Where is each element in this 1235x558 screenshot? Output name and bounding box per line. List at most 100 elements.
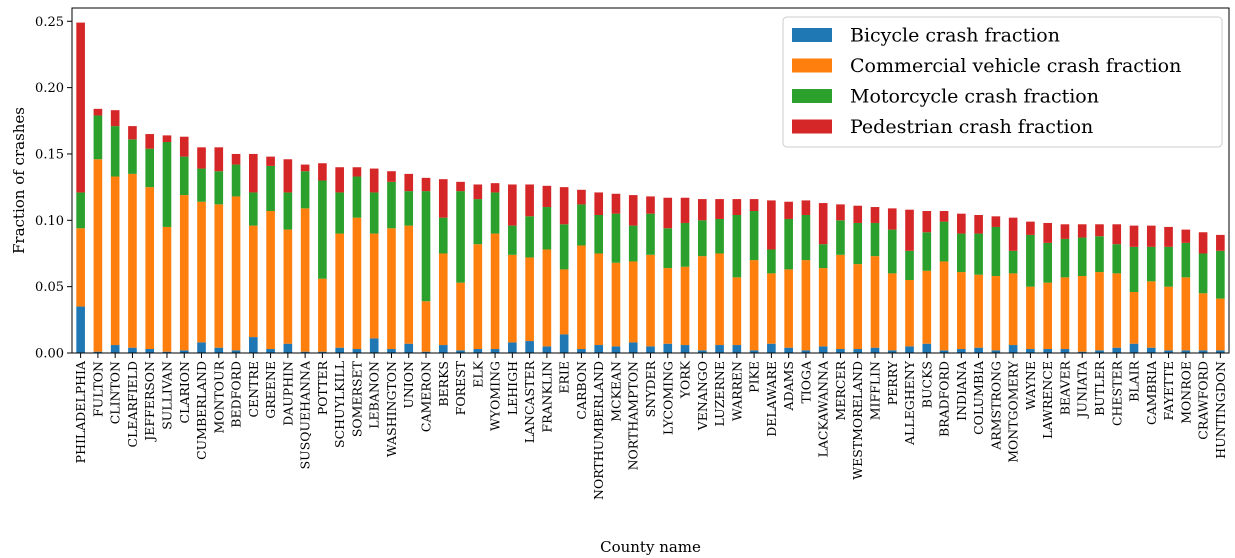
x-tick-label-monroe: MONROE xyxy=(1178,361,1193,424)
bar-sullivan-series-1 xyxy=(162,226,172,352)
bar-adams-series-1 xyxy=(784,269,793,348)
bar-juniata-series-0 xyxy=(1077,351,1087,353)
y-tick-label: 0.00 xyxy=(35,347,64,362)
bar-delaware-series-2 xyxy=(767,249,776,274)
x-tick-label-beaver: BEAVER xyxy=(1057,360,1072,415)
bar-blair-series-1 xyxy=(1129,291,1139,344)
bar-schuylkill-series-3 xyxy=(335,167,344,193)
bar-lackawanna-series-3 xyxy=(818,203,828,245)
bar-lancaster-series-0 xyxy=(525,341,534,353)
bar-clinton-series-0 xyxy=(110,345,120,353)
bar-chester-series-3 xyxy=(1112,224,1122,245)
bar-clarion-series-1 xyxy=(179,195,189,351)
legend-label-1: Commercial vehicle crash fraction xyxy=(850,55,1181,77)
x-tick-label-blair: BLAIR xyxy=(1127,360,1142,401)
x-tick-label-clearfield: CLEARFIELD xyxy=(125,361,140,448)
x-tick-label-bucks: BUCKS xyxy=(919,361,934,408)
y-axis: 0.00 0.05 0.10 0.15 0.20 0.25 xyxy=(35,15,72,362)
x-tick-label-wayne: WAYNE xyxy=(1023,361,1038,410)
bar-northumberland-series-2 xyxy=(594,215,604,254)
y-tick-label: 0.05 xyxy=(35,280,64,295)
bar-indiana-series-0 xyxy=(957,349,966,353)
bar-schuylkill-series-1 xyxy=(335,233,344,348)
bar-york-series-1 xyxy=(680,266,690,346)
bar-clarion-series-3 xyxy=(179,136,189,157)
bar-lehigh-series-1 xyxy=(508,254,517,343)
bar-greene-series-3 xyxy=(266,156,275,166)
bar-mckean-series-3 xyxy=(611,193,621,214)
x-tick-label-greene: GREENE xyxy=(263,361,278,419)
bar-chester-series-1 xyxy=(1112,273,1122,348)
bar-blair-series-2 xyxy=(1129,246,1139,292)
x-tick-label-indiana: INDIANA xyxy=(954,360,969,421)
bar-bedford-series-3 xyxy=(231,153,241,165)
bar-bucks-series-0 xyxy=(922,343,932,353)
bar-bradford-series-1 xyxy=(939,261,949,351)
bar-blair-series-3 xyxy=(1129,225,1139,247)
bar-lawrence-series-1 xyxy=(1043,282,1052,350)
x-tick-label-northampton: NORTHAMPTON xyxy=(626,361,641,470)
bar-somerset-series-1 xyxy=(352,217,362,350)
bar-mifflin-series-1 xyxy=(870,256,880,348)
bar-lycoming-series-0 xyxy=(663,343,673,353)
bar-snyder-series-1 xyxy=(646,254,655,347)
bar-carbon-series-1 xyxy=(577,245,586,350)
bar-philadelphia-series-3 xyxy=(76,22,85,193)
bar-greene-series-0 xyxy=(266,349,275,353)
bar-union-series-2 xyxy=(404,191,414,226)
bar-erie-series-2 xyxy=(559,224,569,270)
bar-armstrong-series-3 xyxy=(991,216,1001,227)
bar-dauphin-series-3 xyxy=(283,159,293,193)
x-tick-label-forest: FOREST xyxy=(453,360,468,415)
bar-jefferson-series-1 xyxy=(145,187,155,350)
x-tick-label-chester: CHESTER xyxy=(1109,360,1124,426)
bar-indiana-series-2 xyxy=(957,233,966,273)
x-tick-label-snyder: SNYDER xyxy=(643,360,658,417)
bar-lehigh-series-3 xyxy=(508,184,517,226)
bar-westmoreland-series-1 xyxy=(853,264,863,350)
bar-franklin-series-0 xyxy=(542,346,552,353)
x-tick-label-fayette: FAYETTE xyxy=(1161,361,1176,421)
legend-label-0: Bicycle crash fraction xyxy=(850,25,1060,47)
x-tick-label-fulton: FULTON xyxy=(90,361,105,417)
bar-york-series-0 xyxy=(680,345,690,353)
x-tick-label-carbon: CARBON xyxy=(574,361,589,420)
bar-montgomery-series-2 xyxy=(1008,250,1018,274)
bar-tioga-series-2 xyxy=(801,215,811,261)
bar-northumberland-series-0 xyxy=(594,345,604,353)
bar-berks-series-0 xyxy=(438,345,448,353)
x-tick-label-wyoming: WYOMING xyxy=(488,361,503,431)
bar-carbon-series-3 xyxy=(577,189,586,205)
bar-clarion-series-2 xyxy=(179,156,189,196)
x-tick-label-dauphin: DAUPHIN xyxy=(280,361,295,426)
bar-elk-series-2 xyxy=(473,199,483,245)
bar-monroe-series-1 xyxy=(1181,277,1191,351)
bar-lebanon-series-0 xyxy=(369,338,379,353)
bar-lancaster-series-2 xyxy=(525,216,534,258)
bar-wyoming-series-2 xyxy=(490,192,500,234)
bar-bradford-series-2 xyxy=(939,221,949,262)
bar-carbon-series-2 xyxy=(577,204,586,246)
bar-mercer-series-1 xyxy=(836,254,845,350)
bar-lycoming-series-3 xyxy=(663,197,673,229)
bar-philadelphia-series-1 xyxy=(76,228,85,307)
bar-fulton-series-3 xyxy=(93,108,103,116)
bar-snyder-series-3 xyxy=(646,196,655,214)
bar-schuylkill-series-0 xyxy=(335,347,344,353)
bar-chester-series-0 xyxy=(1112,347,1122,353)
x-tick-label-cambria: CAMBRIA xyxy=(1144,360,1159,425)
legend: Bicycle crash fraction Commercial vehicle… xyxy=(782,16,1223,148)
x-tick-label-mifflin: MIFFLIN xyxy=(867,361,882,420)
bar-tioga-series-1 xyxy=(801,260,811,351)
bar-schuylkill-series-2 xyxy=(335,192,344,234)
bar-fulton-series-0 xyxy=(93,351,103,353)
bar-berks-series-2 xyxy=(438,217,448,254)
bar-lebanon-series-3 xyxy=(369,168,379,193)
bar-washington-series-3 xyxy=(387,171,396,182)
bar-mckean-series-2 xyxy=(611,213,621,263)
bar-cameron-series-3 xyxy=(421,177,431,192)
bar-somerset-series-2 xyxy=(352,176,362,218)
bar-butler-series-0 xyxy=(1095,350,1104,353)
bar-northumberland-series-3 xyxy=(594,192,604,215)
